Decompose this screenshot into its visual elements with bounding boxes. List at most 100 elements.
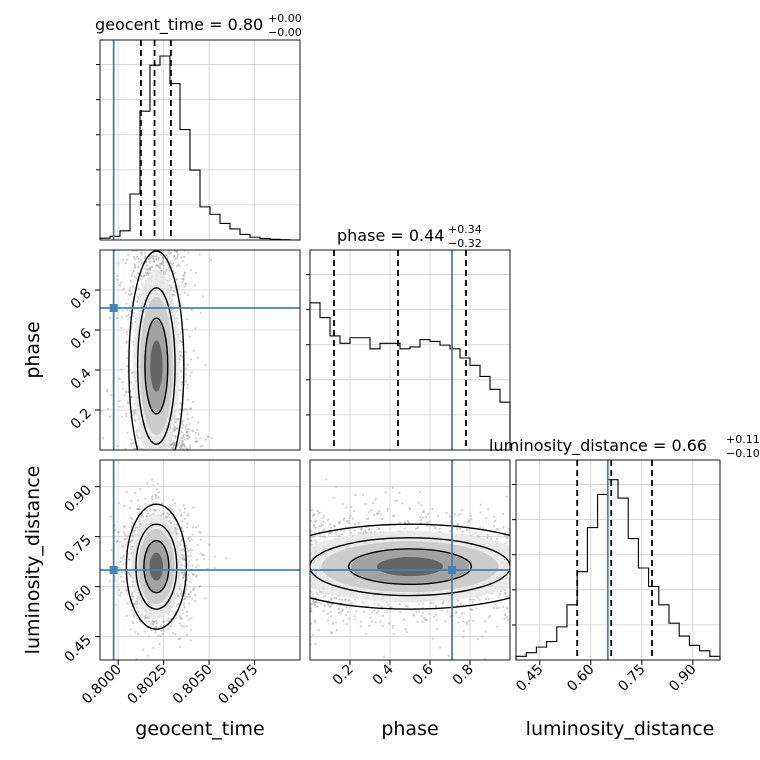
sample-point xyxy=(408,507,411,510)
sample-point xyxy=(369,616,372,619)
density-cell xyxy=(150,340,163,392)
sample-point xyxy=(139,278,142,281)
sample-point xyxy=(441,602,444,606)
sample-point xyxy=(179,351,182,354)
sample-point xyxy=(173,435,177,438)
sample-point xyxy=(473,598,476,601)
sample-point xyxy=(498,593,502,596)
sample-point xyxy=(145,273,148,277)
sample-point xyxy=(506,537,509,540)
sample-point xyxy=(334,597,338,600)
sample-point xyxy=(395,499,398,502)
sample-point xyxy=(134,529,137,532)
sample-point xyxy=(186,417,190,420)
sample-point xyxy=(145,514,148,517)
sample-point xyxy=(133,412,136,415)
sample-point xyxy=(147,654,150,657)
sample-point xyxy=(415,610,418,613)
sample-point xyxy=(120,368,123,371)
sample-point xyxy=(124,391,128,394)
sample-point xyxy=(184,367,187,370)
sample-point xyxy=(168,274,171,277)
sample-point xyxy=(335,485,338,488)
sample-point xyxy=(152,483,155,487)
sample-point xyxy=(186,363,189,367)
sample-point xyxy=(407,521,410,524)
sample-point xyxy=(192,574,195,577)
sample-point xyxy=(478,526,482,529)
sample-point xyxy=(496,625,499,628)
sample-point xyxy=(140,447,143,450)
sample-point xyxy=(194,432,197,435)
sample-point xyxy=(198,253,201,256)
sample-point xyxy=(133,614,136,617)
x-tick-label: 0.8 xyxy=(450,662,477,689)
sample-point xyxy=(182,556,185,559)
sample-point xyxy=(453,513,456,516)
sample-point xyxy=(403,618,406,621)
sample-point xyxy=(310,539,313,543)
sample-point xyxy=(187,564,190,567)
sample-point xyxy=(388,606,391,609)
sample-point xyxy=(186,522,189,525)
sample-point xyxy=(116,444,119,448)
sample-point xyxy=(420,504,423,507)
sample-point xyxy=(197,421,200,424)
sample-point xyxy=(161,261,164,264)
sample-point xyxy=(442,601,445,604)
sample-point xyxy=(462,629,465,632)
sample-point xyxy=(133,410,136,414)
sample-point xyxy=(186,437,189,440)
sample-point xyxy=(125,258,128,262)
sample-point xyxy=(183,507,187,510)
sample-point xyxy=(185,624,188,628)
sample-point xyxy=(314,596,318,600)
sample-point xyxy=(353,618,356,621)
sample-point xyxy=(314,520,317,524)
sample-point xyxy=(346,611,349,614)
sample-point xyxy=(119,591,123,595)
sample-point xyxy=(121,415,124,418)
sample-point xyxy=(194,440,198,443)
sample-point xyxy=(188,560,191,564)
sample-point xyxy=(125,356,129,359)
sample-point xyxy=(167,251,170,255)
sample-point xyxy=(177,321,181,325)
title-luminosity-distance-minus: −0.10 xyxy=(726,447,760,460)
sample-point xyxy=(170,447,173,450)
sample-point xyxy=(114,575,117,578)
sample-point xyxy=(147,268,150,271)
sample-point xyxy=(185,424,188,427)
sample-point xyxy=(186,386,189,389)
sample-point xyxy=(408,507,411,510)
sample-point xyxy=(132,448,135,450)
sample-point xyxy=(363,610,366,613)
sample-point xyxy=(318,534,322,538)
contour-line xyxy=(310,537,510,597)
sample-point xyxy=(403,527,406,530)
sample-point xyxy=(311,509,314,512)
sample-point xyxy=(153,255,157,258)
sample-point xyxy=(328,605,331,608)
sample-point xyxy=(321,524,325,527)
sample-point xyxy=(142,275,145,278)
sample-point xyxy=(505,495,508,498)
sample-point xyxy=(471,598,474,601)
sample-point xyxy=(333,596,336,599)
sample-point xyxy=(323,528,326,531)
sample-point xyxy=(125,365,129,368)
sample-point xyxy=(118,284,122,287)
sample-point xyxy=(351,517,354,520)
sample-point xyxy=(349,531,353,534)
sample-point xyxy=(132,312,135,315)
sample-point xyxy=(318,511,322,514)
sample-point xyxy=(100,410,103,413)
sample-point xyxy=(196,428,199,431)
sample-point xyxy=(168,279,171,282)
sample-point xyxy=(188,422,191,426)
sample-point xyxy=(144,271,147,275)
sample-point xyxy=(504,591,507,594)
sample-point xyxy=(125,341,128,345)
sample-point xyxy=(148,267,152,270)
